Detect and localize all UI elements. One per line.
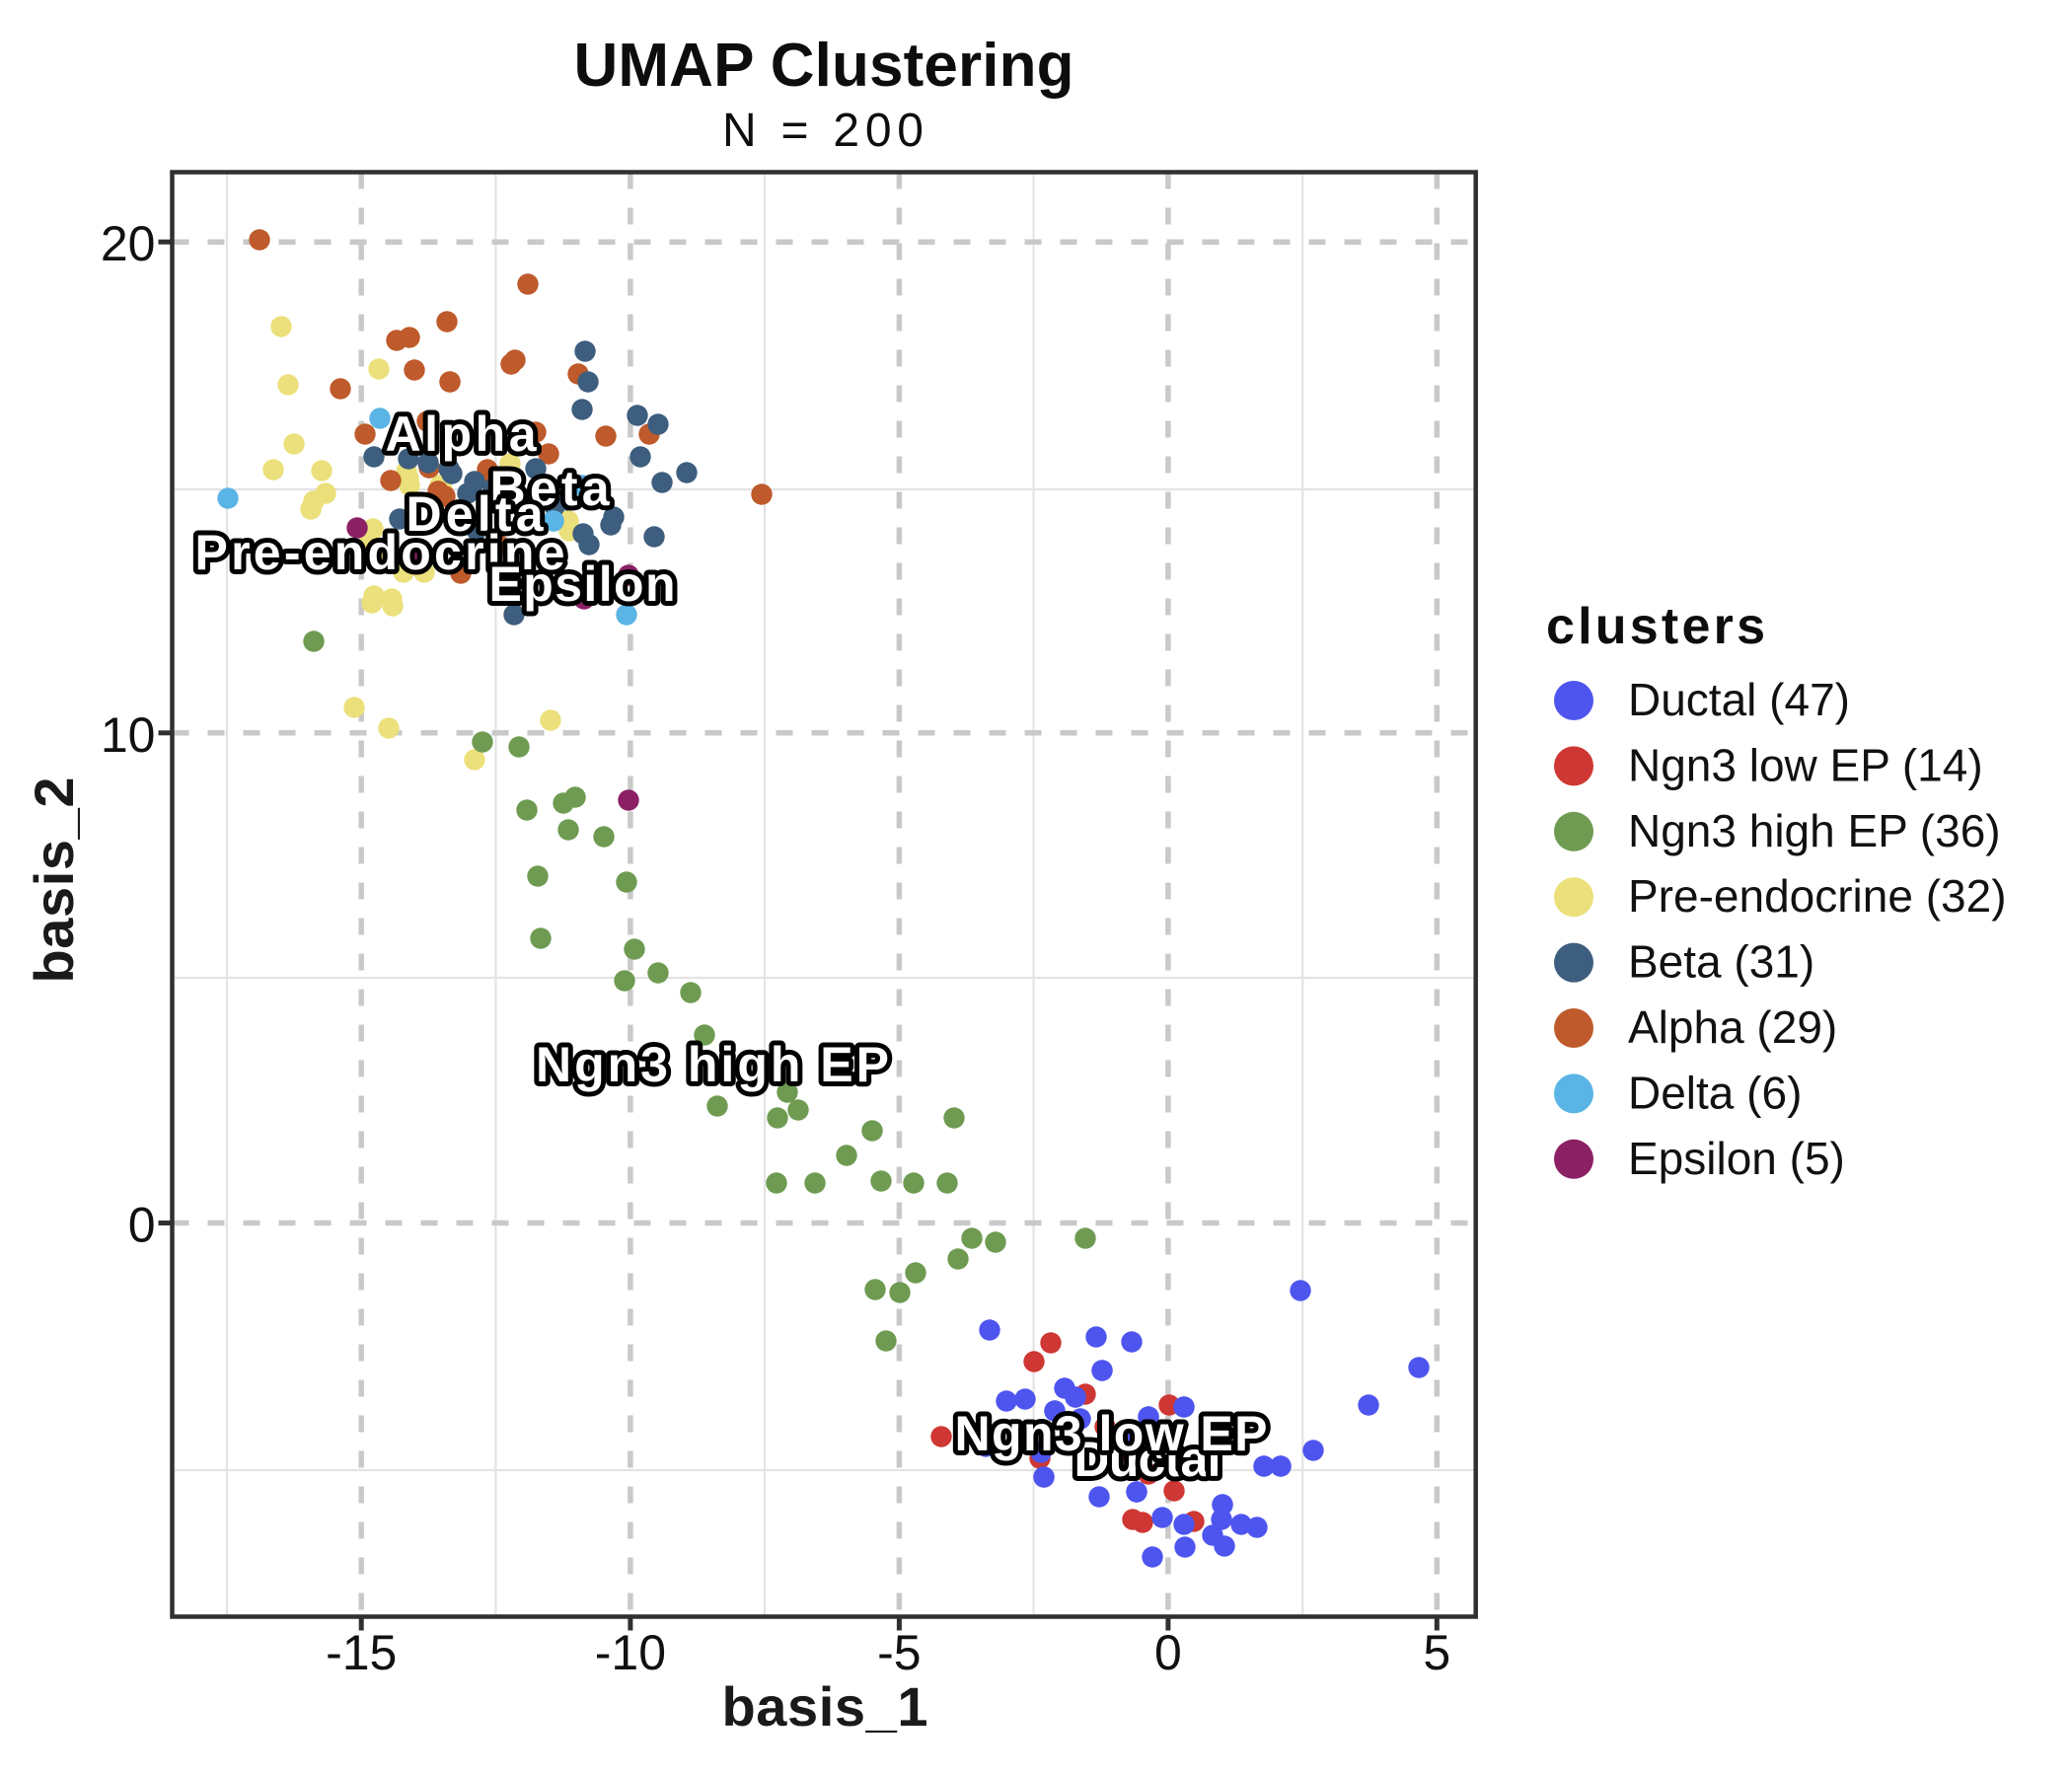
svg-text:Alpha: Alpha <box>386 407 538 462</box>
svg-text:Alpha (29): Alpha (29) <box>1628 1001 1837 1053</box>
svg-text:20: 20 <box>101 216 156 271</box>
svg-text:Beta: Beta <box>490 461 611 516</box>
svg-text:0: 0 <box>128 1198 156 1253</box>
svg-text:Beta (31): Beta (31) <box>1628 936 1814 988</box>
svg-text:Epsilon: Epsilon <box>489 556 676 612</box>
svg-text:0: 0 <box>1154 1625 1182 1680</box>
svg-text:Ductal: Ductal <box>1074 1432 1221 1487</box>
svg-text:Ngn3 high EP: Ngn3 high EP <box>536 1037 889 1092</box>
svg-text:basis_2: basis_2 <box>23 777 85 984</box>
svg-text:Ngn3 low EP (14): Ngn3 low EP (14) <box>1628 739 1983 790</box>
svg-text:Ductal (47): Ductal (47) <box>1628 674 1850 725</box>
svg-text:Epsilon (5): Epsilon (5) <box>1628 1133 1845 1184</box>
svg-text:Delta (6): Delta (6) <box>1628 1067 1802 1118</box>
svg-text:Pre-endocrine (32): Pre-endocrine (32) <box>1628 870 2007 922</box>
svg-text:10: 10 <box>101 707 156 763</box>
svg-text:Ngn3 high EP (36): Ngn3 high EP (36) <box>1628 805 2001 856</box>
svg-text:clusters: clusters <box>1546 598 1765 655</box>
svg-text:-15: -15 <box>326 1625 397 1680</box>
svg-text:N = 200: N = 200 <box>722 105 924 157</box>
svg-text:Pre-endocrine: Pre-endocrine <box>195 525 565 580</box>
svg-text:Ngn3 low EP: Ngn3 low EP <box>955 1406 1268 1461</box>
svg-text:basis_1: basis_1 <box>722 1675 928 1738</box>
svg-text:-5: -5 <box>877 1625 921 1680</box>
svg-text:5: 5 <box>1423 1625 1450 1680</box>
svg-text:-10: -10 <box>595 1625 666 1680</box>
svg-text:UMAP Clustering: UMAP Clustering <box>574 32 1074 100</box>
